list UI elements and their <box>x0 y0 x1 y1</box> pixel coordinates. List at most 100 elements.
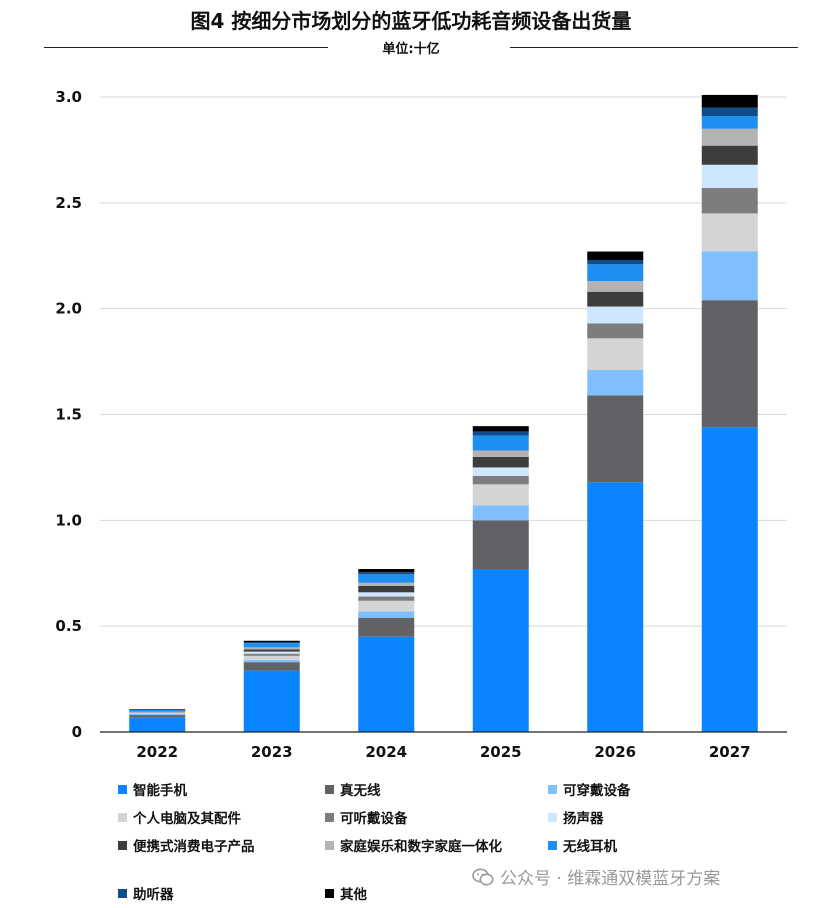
bar-segment <box>129 715 186 718</box>
bar-segment <box>243 640 300 643</box>
bar-segment <box>243 647 300 650</box>
bar-segment <box>472 450 529 457</box>
bar-segment <box>587 323 644 339</box>
bar-segment <box>472 435 529 451</box>
bar-segment <box>701 94 758 108</box>
y-tick-label: 0.5 <box>55 617 82 635</box>
bar-segment <box>129 709 186 712</box>
bar-segment <box>472 431 529 436</box>
watermark: 公众号 · 维霖通双模蓝牙方案 <box>472 864 720 889</box>
legend-swatch <box>118 812 127 822</box>
y-tick-label: 2.0 <box>55 300 82 318</box>
legend-item: 个人电脑及其配件 <box>118 807 241 827</box>
bar-segment <box>587 291 644 307</box>
x-tick-label: 2027 <box>709 743 751 761</box>
legend-item: 扬声器 <box>548 807 604 827</box>
legend-swatch <box>325 888 334 898</box>
bar-segment <box>701 107 758 117</box>
bar-segment <box>129 714 186 716</box>
bar-segment <box>243 649 300 652</box>
bar-segment <box>358 611 415 618</box>
legend-label: 无线耳机 <box>563 839 617 855</box>
bar-segment <box>472 569 529 732</box>
y-tick-label: 1.5 <box>55 406 82 424</box>
bar-segment <box>701 128 758 146</box>
legend-label: 真无线 <box>340 783 381 799</box>
bar-segment <box>701 164 758 189</box>
x-tick-label: 2024 <box>365 743 407 761</box>
bar-segment <box>587 281 644 292</box>
legend-item: 真无线 <box>325 779 381 799</box>
legend-swatch <box>548 840 557 850</box>
bar-segment <box>243 642 300 644</box>
x-tick-label: 2023 <box>251 743 293 761</box>
bar-segment <box>472 484 529 506</box>
legend-item: 无线耳机 <box>548 835 617 855</box>
legend-label: 个人电脑及其配件 <box>133 811 241 827</box>
bar-segment <box>472 456 529 468</box>
legend-item: 智能手机 <box>118 779 187 799</box>
bar-segment <box>472 467 529 476</box>
bar-segment <box>472 505 529 521</box>
bar-segment <box>243 662 300 671</box>
x-tick-label: 2026 <box>594 743 636 761</box>
bar-segment <box>701 188 758 214</box>
bar-segment <box>587 482 644 732</box>
legend-label: 家庭娱乐和数字家庭一体化 <box>340 839 502 855</box>
gridlines <box>100 96 787 627</box>
y-tick-label: 0 <box>72 723 82 741</box>
bar-segment <box>243 670 300 732</box>
bar-segment <box>472 520 529 570</box>
bar-segment <box>587 251 644 260</box>
bar-segment <box>701 300 758 428</box>
bar-segment <box>472 475 529 485</box>
bar-segment <box>358 636 415 732</box>
legend-item: 其他 <box>325 883 367 903</box>
legend-swatch <box>325 784 334 794</box>
y-tick-label: 1.0 <box>55 511 82 529</box>
unit-label: 单位:十亿 <box>382 42 440 57</box>
legend-swatch <box>325 840 334 850</box>
legend-item: 助听器 <box>118 883 174 903</box>
legend-label: 智能手机 <box>133 783 187 799</box>
bar-segment <box>701 145 758 165</box>
legend-swatch <box>325 812 334 822</box>
bar-segment <box>358 600 415 612</box>
bar-segment <box>587 395 644 483</box>
wechat-icon <box>472 868 494 885</box>
legend-swatch <box>118 784 127 794</box>
bar-segment <box>472 426 529 432</box>
y-tick-label: 2.5 <box>55 194 82 212</box>
legend-item: 可穿戴设备 <box>548 779 631 799</box>
legend-swatch <box>548 812 557 822</box>
bar-segment <box>358 569 415 573</box>
legend-swatch <box>548 784 557 794</box>
axes: 0 0.5 1.0 1.5 2.0 2.5 3.0 2022 2023 2024 2025 2026 2… <box>55 88 787 761</box>
bar-segment <box>358 617 415 637</box>
bar-segment <box>587 259 644 265</box>
bar-segment <box>587 338 644 371</box>
watermark-text: 公众号 · 维霖通双模蓝牙方案 <box>500 869 721 889</box>
bar-segment <box>243 651 300 654</box>
legend-label: 助听器 <box>133 887 174 903</box>
legend-label: 可穿戴设备 <box>563 783 631 799</box>
y-tick-label: 3.0 <box>55 88 82 106</box>
chart-title: 图4 按细分市场划分的蓝牙低功耗音频设备出货量 <box>190 9 632 33</box>
bar-segment <box>358 596 415 601</box>
bar-segment <box>243 655 300 661</box>
legend-item: 便携式消费电子产品 <box>118 835 255 855</box>
bar-segment <box>701 116 758 129</box>
title-rule-left <box>44 47 328 48</box>
bar-segment <box>129 712 186 715</box>
x-tick-label: 2025 <box>480 743 522 761</box>
x-tick-label: 2022 <box>136 743 178 761</box>
legend-item: 可听戴设备 <box>325 807 408 827</box>
bar-segment <box>701 251 758 301</box>
legend-item: 家庭娱乐和数字家庭一体化 <box>325 835 502 855</box>
bar-segment <box>243 660 300 663</box>
bar-segment <box>587 264 644 282</box>
bar-segment <box>358 582 415 586</box>
legend-label: 便携式消费电子产品 <box>133 839 255 855</box>
